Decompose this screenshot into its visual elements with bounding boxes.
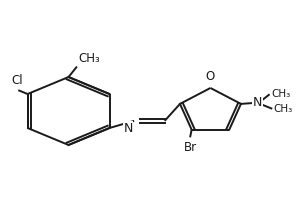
Text: CH₃: CH₃	[274, 104, 293, 114]
Text: CH₃: CH₃	[79, 52, 100, 65]
Text: O: O	[206, 70, 215, 83]
Text: N: N	[123, 122, 133, 135]
Text: Cl: Cl	[11, 74, 22, 87]
Text: Br: Br	[184, 141, 197, 154]
Text: CH₃: CH₃	[271, 89, 290, 99]
Text: N: N	[253, 96, 262, 109]
